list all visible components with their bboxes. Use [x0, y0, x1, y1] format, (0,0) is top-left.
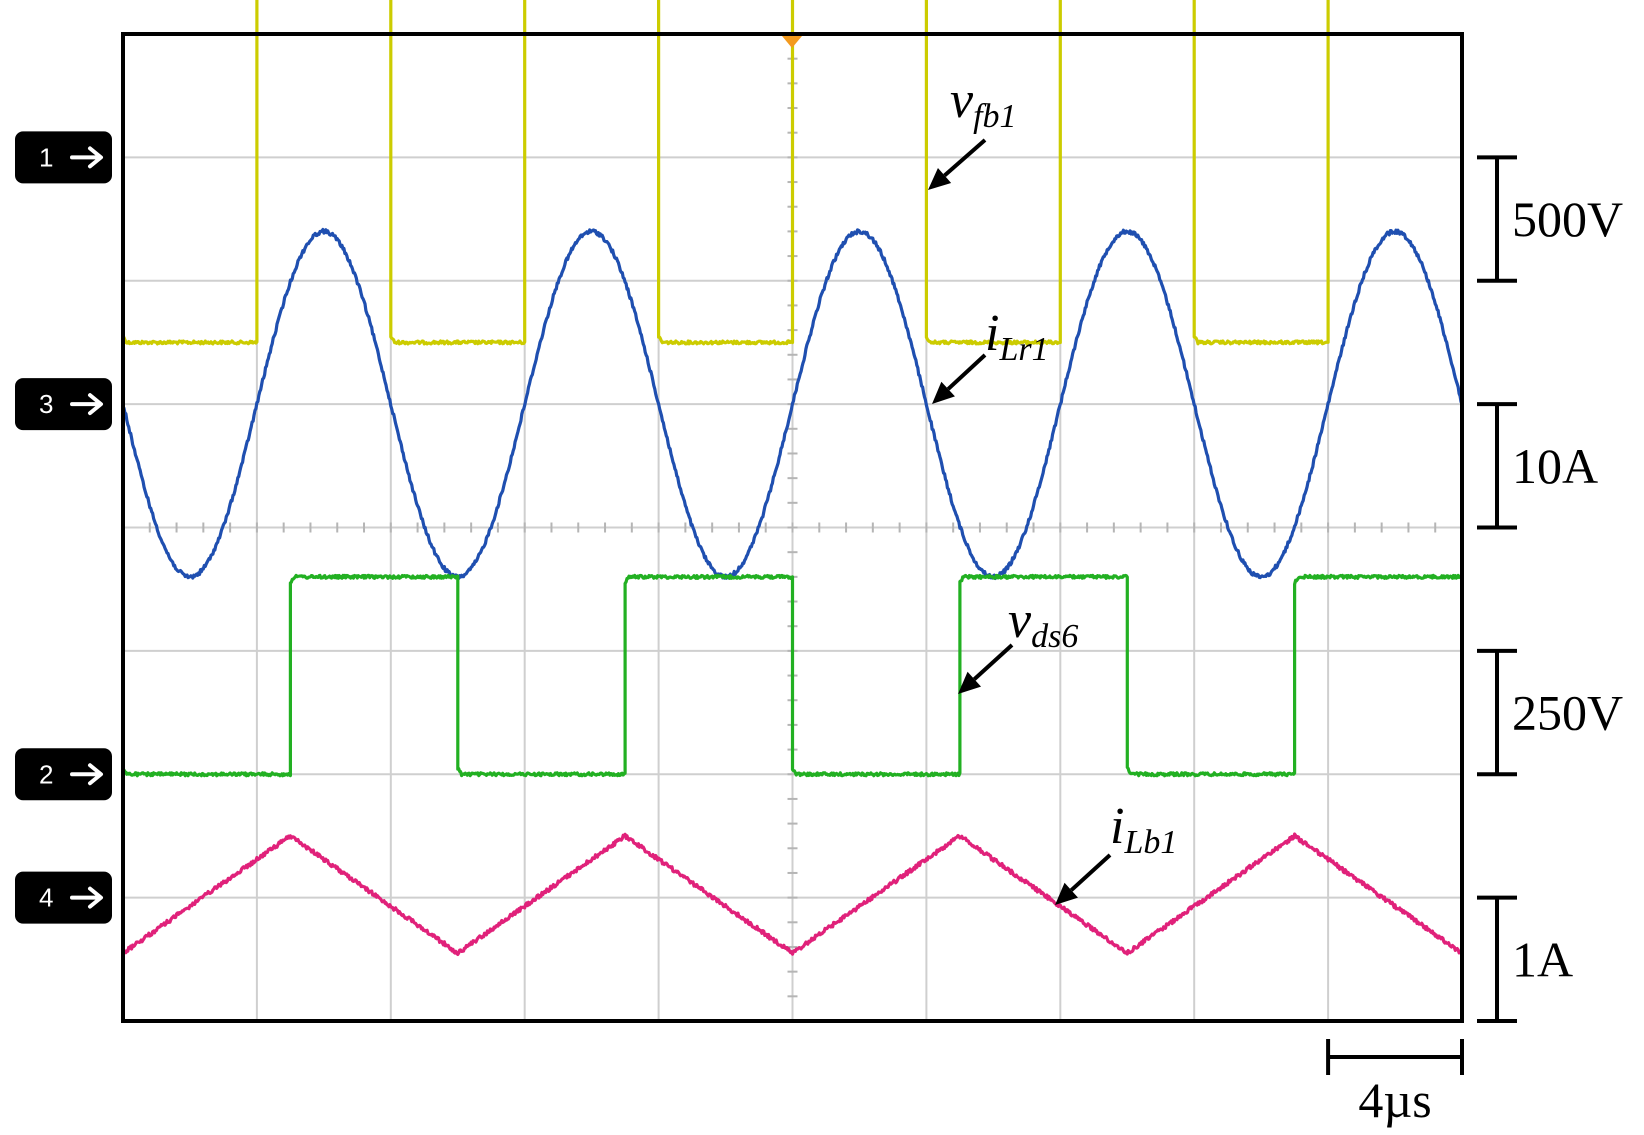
channel-marker-label: 2 — [39, 759, 53, 789]
traces — [121, 0, 1464, 956]
scale-bar-vds6: 250V — [1477, 648, 1623, 777]
label-arrow-head — [932, 381, 955, 404]
label-arrow-line — [943, 138, 987, 177]
time-scale-bar: 4µs — [1326, 1039, 1464, 1128]
channel-marker-2: 2 — [15, 748, 112, 801]
trigger-marker — [782, 36, 802, 48]
scale-bar-iLb1: 1A — [1477, 895, 1573, 1023]
trace-label-text: vfb1 — [950, 72, 1017, 135]
label-arrow-head — [958, 671, 982, 694]
trace-label-iLr1: iLr1 — [932, 305, 1049, 404]
scale-label: 500V — [1512, 191, 1623, 247]
trace-label-vds6: vds6 — [958, 592, 1078, 694]
channel-marker-4: 4 — [15, 871, 112, 924]
scale-bar-vfb1: 500V — [1477, 155, 1623, 283]
label-arrow-line — [972, 643, 1014, 681]
channel-marker-label: 3 — [39, 389, 53, 419]
trace-iLb1 — [122, 832, 1463, 956]
channel-markers: 1 3 2 4 — [15, 131, 112, 924]
arrow-right-icon — [70, 393, 103, 416]
plot-frame — [121, 32, 1464, 1023]
scale-bar-iLr1: 10A — [1477, 402, 1598, 530]
label-arrow-line — [1069, 853, 1112, 892]
trace-label-iLb1: iLb1 — [1055, 798, 1177, 905]
trace-label-text: iLb1 — [1110, 798, 1177, 861]
scale-label: 250V — [1512, 685, 1623, 741]
label-arrow-head — [928, 167, 952, 190]
trace-vfb1 — [122, 0, 1330, 346]
time-scale-label: 4µs — [1358, 1072, 1431, 1128]
channel-marker-label: 4 — [39, 883, 53, 913]
label-arrow-head — [1055, 882, 1079, 905]
channel-marker-label: 1 — [39, 142, 53, 172]
arrow-right-icon — [70, 763, 103, 786]
trace-iLr1 — [121, 227, 1464, 581]
trace-label-text: iLr1 — [985, 305, 1049, 368]
scale-bars: 500V 10A 250V 1A — [1477, 155, 1623, 1023]
scale-label: 1A — [1512, 931, 1573, 987]
trace-vds6 — [121, 573, 1464, 778]
channel-marker-3: 3 — [15, 378, 112, 431]
arrow-right-icon — [70, 886, 103, 909]
trace-label-vfb1: vfb1 — [928, 72, 1017, 190]
label-arrow-line — [946, 353, 987, 391]
arrow-right-icon — [70, 146, 103, 169]
scale-label: 10A — [1512, 438, 1598, 494]
trace-labels: vfb1 iLr1 vds6 iLb1 — [928, 72, 1177, 905]
trace-label-text: vds6 — [1008, 592, 1078, 655]
channel-marker-1: 1 — [15, 131, 112, 184]
